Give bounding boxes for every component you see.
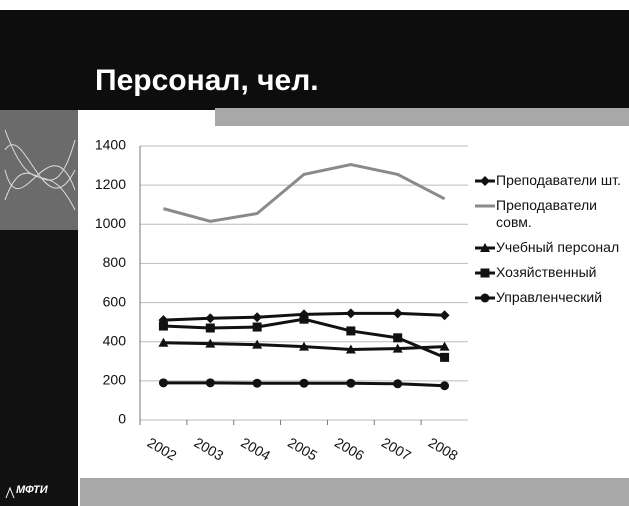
marker [346, 378, 356, 388]
y-tick-label: 0 [118, 411, 126, 427]
decor-image [0, 110, 78, 230]
marker [480, 268, 490, 278]
decor-waves [4, 129, 76, 211]
footer-bar [80, 478, 629, 506]
marker [439, 310, 450, 321]
marker [205, 323, 215, 333]
marker [158, 321, 168, 331]
marker [345, 344, 356, 354]
x-tick-label: 2006 [332, 434, 367, 464]
logo: МФТИ [16, 484, 49, 496]
marker [299, 378, 309, 388]
legend-label: Учебный персонал [496, 239, 620, 255]
legend-entry: Хозяйственный [474, 264, 624, 281]
legend: Преподаватели шт. Преподаватели совм. Учеб… [474, 172, 624, 314]
marker [252, 339, 263, 349]
legend-entry: Преподаватели шт. [474, 172, 624, 189]
marker [345, 308, 356, 319]
y-tick-label: 600 [103, 293, 127, 309]
legend-entry: Управленческий [474, 289, 624, 306]
x-tick-label: 2004 [238, 434, 273, 464]
y-tick-label: 1400 [95, 137, 126, 153]
marker [252, 312, 263, 323]
x-tick-label: 2005 [285, 434, 320, 464]
marker [299, 314, 309, 324]
legend-symbol [475, 176, 495, 186]
marker [205, 378, 215, 388]
marker [346, 326, 356, 336]
y-tick-label: 1200 [95, 176, 126, 192]
marker [480, 176, 490, 186]
marker [393, 379, 403, 389]
x-tick-label: 2002 [145, 434, 180, 464]
marker [158, 337, 169, 347]
marker [440, 352, 450, 362]
series-line [163, 317, 446, 359]
y-tick-label: 800 [103, 254, 127, 270]
legend-label: Управленческий [496, 289, 603, 305]
legend-symbol [475, 293, 495, 303]
marker [299, 341, 309, 351]
x-tick-label: 2003 [191, 434, 226, 464]
marker [392, 308, 403, 319]
marker [205, 338, 216, 348]
marker [393, 333, 403, 343]
marker [252, 378, 262, 388]
legend-symbol [475, 268, 495, 278]
series-line [163, 163, 446, 223]
marker [158, 378, 168, 388]
y-tick-label: 400 [103, 332, 127, 348]
slide-title: Персонал, чел. [95, 64, 319, 97]
y-tick-label: 200 [103, 372, 127, 388]
marker [439, 341, 450, 351]
marker [252, 322, 262, 332]
legend-label: Преподаватели совм. [496, 197, 597, 230]
marker [480, 293, 490, 303]
logo-mark [5, 486, 15, 499]
legend-symbol [475, 204, 495, 208]
legend-symbol [475, 243, 495, 252]
marker [392, 343, 403, 353]
marker [205, 313, 216, 324]
legend-entry: Учебный персонал [474, 239, 624, 256]
legend-label: Преподаватели шт. [496, 172, 621, 188]
header-band [0, 10, 629, 110]
y-tick-label: 1000 [95, 215, 126, 231]
marker [440, 381, 450, 391]
x-tick-label: 2007 [379, 434, 414, 464]
accent-bar [215, 108, 629, 126]
legend-entry: Преподаватели совм. [474, 197, 624, 231]
marker [480, 243, 490, 252]
legend-label: Хозяйственный [496, 264, 597, 280]
x-tick-label: 2008 [426, 434, 461, 464]
